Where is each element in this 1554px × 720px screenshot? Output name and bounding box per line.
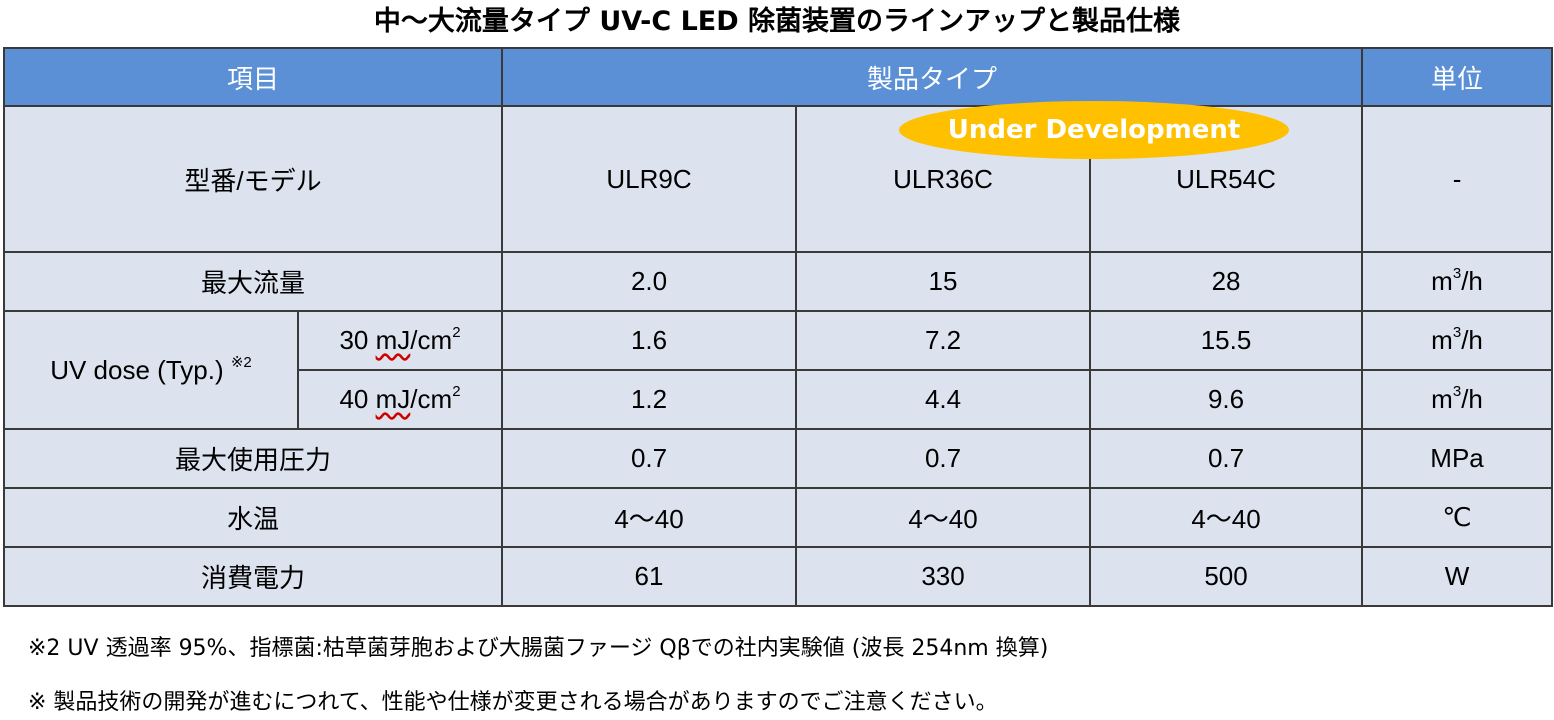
max-flow-value: 2.0: [501, 251, 798, 312]
max-pressure-value: 0.7: [501, 428, 798, 489]
max-pressure-unit: MPa: [1361, 428, 1554, 489]
model-row: 型番/モデル ULR9C Under Development ULR36C UL…: [2, 101, 1554, 253]
model-ulr9c: ULR9C: [501, 105, 798, 253]
uv-dose-label: UV dose (Typ.) ※2: [3, 310, 299, 430]
power-label: 消費電力: [2, 546, 504, 607]
uv-dose-row-40: 40 mJ/cm2 1.2 4.4 9.6 m3/h: [4, 369, 1554, 430]
uv-dose-value: 1.6: [501, 310, 798, 371]
footnote-disclaimer: ※ 製品技術の開発が進むにつれて、性能や仕様が変更される場合がありますのでご注意…: [28, 690, 998, 715]
max-flow-unit: m3/h: [1361, 251, 1554, 312]
uv-dose-value: 7.2: [795, 310, 1092, 371]
footnote-uv-dose: ※2 UV 透過率 95%、指標菌:枯草菌芽胞および大腸菌ファージ Qβでの社内…: [28, 636, 1049, 661]
water-temp-value: 4～40: [795, 487, 1092, 548]
model-ulr36c-cell: Under Development ULR36C: [795, 101, 1290, 253]
max-pressure-value: 0.7: [1089, 428, 1364, 489]
uv-dose-value: 1.2: [501, 369, 798, 430]
header-item: 項目: [2, 47, 504, 107]
model-unit: -: [1361, 105, 1554, 253]
spec-table: 項目 製品タイプ 単位 型番/モデル ULR9C Under Developme…: [2, 47, 1554, 607]
header-row: 項目 製品タイプ 単位: [2, 47, 1554, 107]
water-temp-value: 4～40: [501, 487, 798, 548]
water-temp-value: 4～40: [1089, 487, 1364, 548]
model-label: 型番/モデル: [2, 105, 504, 253]
water-temp-row: 水温 4～40 4～40 4～40 ℃: [2, 487, 1554, 548]
header-product-type: 製品タイプ: [501, 47, 1364, 107]
page-title: 中～大流量タイプ UV-C LED 除菌装置のラインアップと製品仕様: [373, 6, 1181, 37]
power-value: 61: [501, 546, 798, 607]
max-flow-value: 15: [795, 251, 1092, 312]
max-flow-row: 最大流量 2.0 15 28 m3/h: [2, 251, 1554, 312]
uv-dose-unit: m3/h: [1361, 310, 1554, 371]
max-pressure-value: 0.7: [795, 428, 1092, 489]
water-temp-label: 水温: [2, 487, 504, 548]
uv-dose-unit: m3/h: [1361, 369, 1554, 430]
uv-dose-sub-30: 30 mJ/cm2: [296, 310, 504, 371]
max-pressure-row: 最大使用圧力 0.7 0.7 0.7 MPa: [2, 428, 1554, 489]
uv-dose-value: 9.6: [1089, 369, 1364, 430]
max-flow-value: 28: [1089, 251, 1364, 312]
power-value: 330: [795, 546, 1092, 607]
under-development-badge: Under Development: [899, 101, 1290, 159]
uv-dose-note-mark: ※2: [230, 353, 252, 371]
power-value: 500: [1089, 546, 1364, 607]
uv-dose-value: 15.5: [1089, 310, 1364, 371]
water-temp-unit: ℃: [1361, 487, 1554, 548]
power-unit: W: [1361, 546, 1554, 607]
max-pressure-label: 最大使用圧力: [2, 428, 504, 489]
uv-dose-sub-40: 40 mJ/cm2: [296, 369, 504, 430]
power-row: 消費電力 61 330 500 W: [2, 546, 1554, 607]
max-flow-label: 最大流量: [2, 251, 504, 312]
header-unit: 単位: [1361, 47, 1554, 107]
model-ulr36c: ULR36C: [893, 163, 993, 194]
uv-dose-row-30: UV dose (Typ.) ※2 30 mJ/cm2 1.6 7.2 15.5…: [3, 310, 1554, 430]
uv-dose-value: 4.4: [795, 369, 1092, 430]
